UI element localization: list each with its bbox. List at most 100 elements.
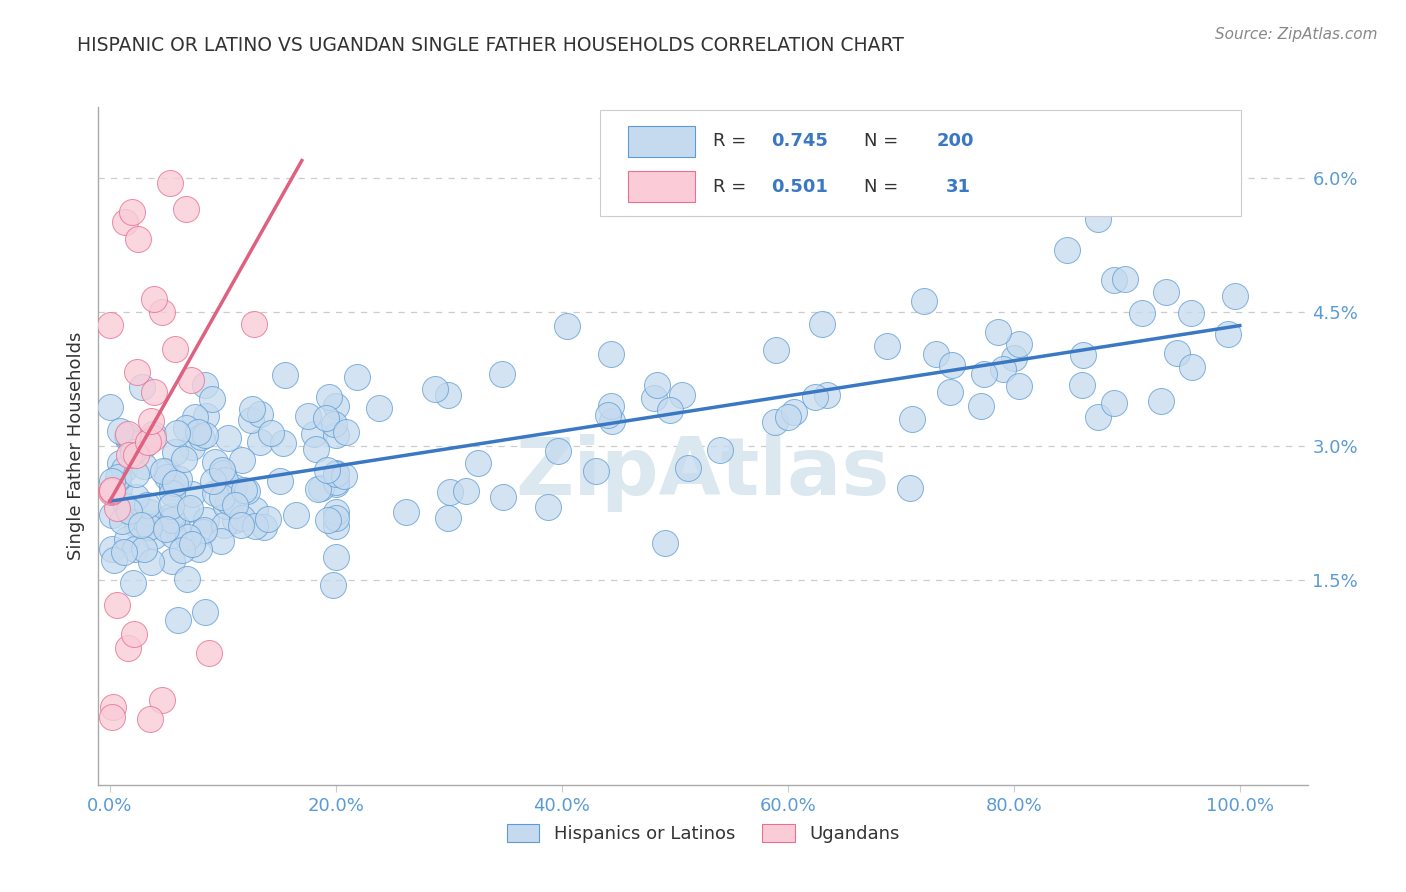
Point xyxy=(1056,243,1078,257)
Point xyxy=(118,504,141,518)
Point xyxy=(1218,327,1240,342)
Point xyxy=(117,504,139,518)
Point xyxy=(1180,306,1202,320)
Point xyxy=(600,399,623,413)
Point xyxy=(969,399,991,413)
Point xyxy=(249,435,271,450)
Point xyxy=(439,485,461,500)
Text: 0.501: 0.501 xyxy=(770,178,828,195)
Point xyxy=(173,451,195,466)
Point xyxy=(101,700,124,714)
Text: 0.745: 0.745 xyxy=(770,132,828,151)
Point xyxy=(204,455,226,469)
Point xyxy=(132,459,155,474)
Point xyxy=(325,428,347,442)
Point xyxy=(135,498,157,512)
Point xyxy=(204,485,226,500)
Point xyxy=(103,553,125,567)
Point xyxy=(163,476,186,491)
Point xyxy=(1156,285,1178,299)
Point xyxy=(167,472,190,486)
Point xyxy=(103,480,125,494)
Point xyxy=(139,555,162,569)
Point xyxy=(160,521,183,535)
Point xyxy=(876,339,898,353)
Point xyxy=(125,467,148,481)
Point xyxy=(190,430,212,444)
Point xyxy=(121,435,143,450)
Point xyxy=(1166,345,1188,359)
Point xyxy=(395,505,418,519)
Point xyxy=(1002,351,1025,365)
Point xyxy=(436,387,458,401)
Point xyxy=(912,293,935,308)
Point xyxy=(211,463,233,477)
Point xyxy=(811,318,834,332)
Point xyxy=(156,464,179,478)
Text: R =: R = xyxy=(713,178,752,195)
Point xyxy=(194,605,217,619)
Point xyxy=(925,347,948,361)
Point xyxy=(217,494,239,508)
Point xyxy=(467,456,489,470)
Point xyxy=(180,441,202,455)
Point xyxy=(236,484,259,499)
Point xyxy=(260,425,283,440)
Point xyxy=(284,508,307,522)
Point xyxy=(180,537,202,551)
Point xyxy=(155,522,177,536)
Point xyxy=(302,427,325,442)
Point xyxy=(191,524,214,539)
Point xyxy=(194,409,217,423)
Point xyxy=(765,343,787,358)
Point xyxy=(114,215,136,229)
Point xyxy=(212,517,235,532)
Point xyxy=(269,475,291,489)
Point xyxy=(159,500,181,514)
Point xyxy=(160,513,183,527)
Point xyxy=(243,519,266,533)
Text: N =: N = xyxy=(863,132,904,151)
Point xyxy=(257,512,280,526)
Point xyxy=(325,511,347,525)
Point xyxy=(114,462,136,476)
Point xyxy=(547,443,569,458)
Point xyxy=(1114,272,1136,286)
Point xyxy=(100,400,122,414)
Point xyxy=(167,613,190,627)
Point xyxy=(214,473,236,487)
Point xyxy=(941,359,963,373)
Point xyxy=(195,513,218,527)
Text: R =: R = xyxy=(713,132,752,151)
Point xyxy=(325,466,347,480)
Point xyxy=(492,490,515,504)
Point xyxy=(174,202,197,216)
Point xyxy=(100,710,122,724)
Point xyxy=(194,378,217,392)
Point xyxy=(316,513,339,527)
Point xyxy=(100,483,122,498)
Point xyxy=(305,442,328,456)
Point xyxy=(165,342,187,356)
Point xyxy=(124,541,146,556)
Point xyxy=(117,432,139,446)
Point xyxy=(645,378,668,392)
Point xyxy=(325,477,347,491)
Point xyxy=(654,536,676,550)
Point xyxy=(201,392,224,407)
Point xyxy=(193,523,215,537)
Point xyxy=(176,572,198,586)
FancyBboxPatch shape xyxy=(600,111,1241,216)
Point xyxy=(297,409,319,424)
Point xyxy=(274,368,297,383)
Point xyxy=(898,481,921,495)
Point xyxy=(224,480,246,494)
Point xyxy=(240,401,263,416)
Point xyxy=(127,232,149,246)
Point xyxy=(211,534,233,549)
Point xyxy=(778,410,800,425)
Point xyxy=(174,503,197,517)
Point xyxy=(991,362,1014,376)
Point xyxy=(557,318,579,333)
Point xyxy=(325,475,347,490)
